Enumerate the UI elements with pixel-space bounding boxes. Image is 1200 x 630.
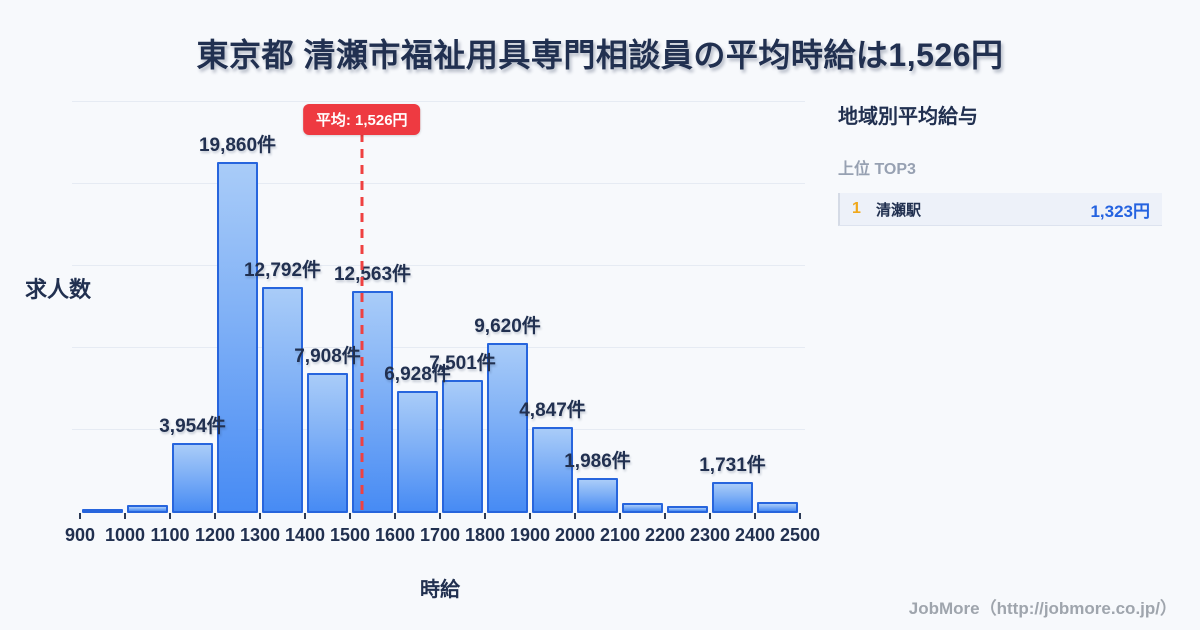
bar	[307, 373, 348, 513]
bar-value-label: 4,847件	[519, 400, 586, 422]
histogram-bar-2200-2300	[665, 95, 710, 513]
x-axis-label: 時給	[420, 579, 460, 601]
bar-value-label: 7,908件	[294, 346, 361, 368]
y-axis-label: 求人数	[25, 277, 92, 302]
histogram-bar-1600-1700: 6,928件	[384, 95, 451, 513]
tick-label: 1000	[104, 525, 146, 545]
tick-mark	[304, 513, 306, 519]
bar	[127, 505, 168, 513]
bar	[82, 509, 123, 513]
tick-label: 1900	[509, 525, 551, 545]
tick-label: 1500	[329, 525, 371, 545]
bar	[217, 162, 258, 513]
tick-mark	[349, 513, 351, 519]
tick-mark	[394, 513, 396, 519]
bar-value-label: 9,620件	[474, 315, 541, 337]
tick-label: 2100	[599, 525, 641, 545]
histogram-bar-2300-2400: 1,731件	[699, 95, 766, 513]
tick-label: 1100	[150, 525, 190, 545]
tick-label: 2300	[689, 525, 731, 545]
bar-value-label: 12,792件	[243, 259, 322, 281]
tick-mark	[754, 513, 756, 519]
bar-value-label: 1,986件	[564, 450, 631, 472]
gridline	[72, 183, 805, 184]
bar	[532, 427, 573, 513]
rank-row: 1 清瀬駅 1,323円	[838, 193, 1162, 226]
average-badge: 平均: 1,526円	[302, 104, 421, 135]
average-line	[360, 133, 364, 513]
bar	[487, 342, 528, 513]
histogram-bar-2000-2100: 1,986件	[564, 95, 631, 513]
rank-number: 1	[852, 200, 861, 217]
bar-value-label: 3,954件	[159, 416, 226, 438]
x-axis: 900 1000 1100 1200 1300 1400 1500 1600 1700 1800 1…	[65, 513, 820, 563]
station-salary: 1,323円	[1090, 201, 1150, 221]
page-title: 東京都 清瀬市福祉用具専門相談員の平均時給は1,526円	[196, 37, 1004, 73]
tick-label: 2000	[554, 525, 596, 545]
tick-label: 1600	[374, 525, 416, 545]
tick-mark	[574, 513, 576, 519]
histogram-bars: 3,954件 19,860件 12,792件 7,908件 12,563件 6,928件 7…	[80, 95, 800, 513]
sidebar-title: 地域別平均給与	[838, 106, 978, 128]
tick-mark	[124, 513, 126, 519]
station-name: 清瀬駅	[876, 201, 922, 219]
bar	[397, 390, 438, 513]
bar	[712, 482, 753, 513]
histogram-bar-900-1000	[80, 95, 125, 513]
histogram-bar-1000-1100	[125, 95, 170, 513]
histogram-plot: 3,954件 19,860件 12,792件 7,908件 12,563件 6,928件 7…	[65, 95, 820, 545]
tick-mark	[529, 513, 531, 519]
sidebar-subtitle: 上位 TOP3	[838, 161, 916, 178]
tick-label: 1200	[194, 525, 236, 545]
histogram-bar-2400-2500	[755, 95, 800, 513]
bar-value-label: 19,860件	[198, 135, 277, 156]
tick-label: 2400	[734, 525, 776, 545]
bar	[577, 477, 618, 513]
gridline	[72, 265, 805, 266]
bar	[352, 290, 393, 513]
tick-mark	[619, 513, 621, 519]
histogram-bar-1900-2000: 4,847件	[519, 95, 586, 513]
tick-label: 2200	[644, 525, 686, 545]
tick-label: 900	[64, 525, 96, 545]
histogram-bar-1400-1500: 7,908件	[294, 95, 361, 513]
tick-label: 1300	[239, 525, 281, 545]
tick-mark	[664, 513, 666, 519]
region-salary-sidebar: 地域別平均給与 上位 TOP3 1 清瀬駅 1,323円	[838, 100, 1162, 226]
tick-label: 1700	[419, 525, 461, 545]
tick-label: 2500	[779, 525, 821, 545]
histogram-bar-1700-1800: 7,501件	[429, 95, 496, 513]
tick-mark	[709, 513, 711, 519]
bar	[667, 505, 708, 513]
bar-value-label: 1,731件	[699, 455, 766, 477]
tick-mark	[799, 513, 801, 519]
bar	[172, 443, 213, 513]
histogram-bar-2100-2200	[620, 95, 665, 513]
tick-mark	[214, 513, 216, 519]
tick-mark	[439, 513, 441, 519]
source-credit: JobMore（http://jobmore.co.jp/）	[908, 599, 1177, 618]
histogram-bar-1800-1900: 9,620件	[474, 95, 541, 513]
histogram-bar-1100-1200: 3,954件	[159, 95, 226, 513]
histogram-bar-1300-1400: 12,792件	[244, 95, 321, 513]
gridline	[72, 429, 805, 430]
tick-mark	[79, 513, 81, 519]
bar	[442, 380, 483, 513]
tick-label: 1400	[284, 525, 326, 545]
histogram-bar-1500-1600: 12,563件	[334, 95, 411, 513]
bar-value-label: 7,501件	[429, 353, 496, 375]
tick-mark	[169, 513, 171, 519]
tick-label: 1800	[464, 525, 506, 545]
gridline	[72, 101, 805, 102]
bar-value-label: 6,928件	[384, 363, 451, 385]
tick-mark	[484, 513, 486, 519]
bar	[622, 503, 663, 513]
bar-value-label: 12,563件	[333, 263, 412, 285]
histogram-bar-1200-1300: 19,860件	[199, 95, 276, 513]
tick-mark	[259, 513, 261, 519]
bar	[262, 286, 303, 513]
bar	[757, 501, 798, 513]
gridline	[72, 347, 805, 348]
